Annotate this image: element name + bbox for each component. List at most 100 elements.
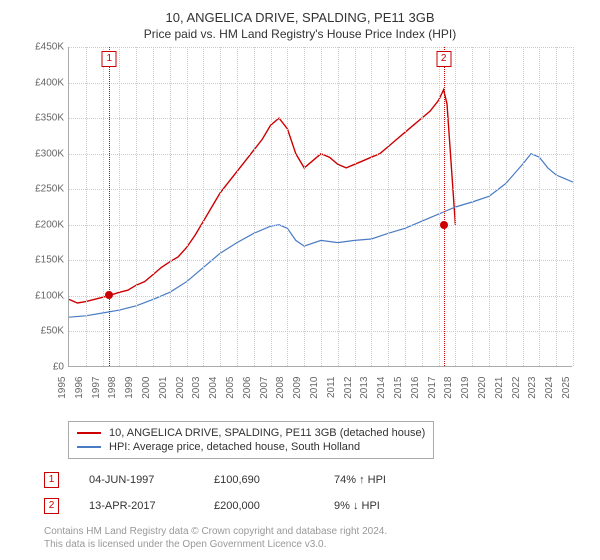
x-tick-label: 1995 bbox=[57, 377, 68, 399]
y-tick-label: £150K bbox=[35, 255, 64, 266]
sale-row-marker: 2 bbox=[44, 498, 59, 514]
x-tick-label: 2016 bbox=[410, 377, 421, 399]
grid-line-v bbox=[573, 47, 574, 366]
x-tick-label: 1997 bbox=[91, 377, 102, 399]
x-tick-label: 1996 bbox=[74, 377, 85, 399]
legend-item: 10, ANGELICA DRIVE, SPALDING, PE11 3GB (… bbox=[77, 426, 425, 440]
x-tick-label: 2005 bbox=[225, 377, 236, 399]
grid-line-v bbox=[556, 47, 557, 366]
grid-line-v bbox=[388, 47, 389, 366]
footer-copyright: Contains HM Land Registry data © Crown c… bbox=[44, 525, 586, 551]
sale-marker-label: 2 bbox=[436, 51, 451, 67]
y-tick-label: £450K bbox=[35, 42, 64, 53]
series-line bbox=[69, 90, 455, 303]
x-tick-label: 2025 bbox=[561, 377, 572, 399]
y-tick-label: £50K bbox=[41, 326, 64, 337]
grid-line-v bbox=[523, 47, 524, 366]
x-tick-label: 2012 bbox=[343, 377, 354, 399]
grid-line-v bbox=[355, 47, 356, 366]
legend-swatch bbox=[77, 446, 101, 448]
grid-line-v bbox=[237, 47, 238, 366]
x-tick-label: 2017 bbox=[427, 377, 438, 399]
grid-line-v bbox=[371, 47, 372, 366]
x-tick-label: 2013 bbox=[359, 377, 370, 399]
y-tick-label: £350K bbox=[35, 113, 64, 124]
y-tick-label: £100K bbox=[35, 290, 64, 301]
sale-row-price: £200,000 bbox=[214, 500, 304, 512]
sale-marker-dot bbox=[105, 291, 113, 299]
grid-line-v bbox=[439, 47, 440, 366]
y-tick-label: £400K bbox=[35, 77, 64, 88]
y-tick-label: £300K bbox=[35, 148, 64, 159]
sale-marker-label: 1 bbox=[102, 51, 117, 67]
x-tick-label: 1998 bbox=[107, 377, 118, 399]
grid-line-v bbox=[187, 47, 188, 366]
legend-item: HPI: Average price, detached house, Sout… bbox=[77, 440, 425, 454]
chart-area: £0 £50K £100K £150K £200K £250K £300K £350K £400… bbox=[22, 47, 572, 387]
grid-line-v bbox=[304, 47, 305, 366]
y-tick-label: £250K bbox=[35, 184, 64, 195]
grid-line-v bbox=[86, 47, 87, 366]
x-tick-label: 2002 bbox=[175, 377, 186, 399]
x-tick-label: 1999 bbox=[124, 377, 135, 399]
sale-highlight-line bbox=[444, 47, 445, 366]
sales-table: 104-JUN-1997£100,69074% ↑ HPI213-APR-201… bbox=[44, 467, 586, 519]
sale-row-delta: 9% ↓ HPI bbox=[334, 500, 424, 512]
grid-line-v bbox=[287, 47, 288, 366]
grid-line-v bbox=[506, 47, 507, 366]
x-tick-label: 2009 bbox=[292, 377, 303, 399]
x-tick-label: 2024 bbox=[544, 377, 555, 399]
grid-line-v bbox=[455, 47, 456, 366]
footer-line1: Contains HM Land Registry data © Crown c… bbox=[44, 525, 586, 538]
grid-line-v bbox=[153, 47, 154, 366]
grid-line-v bbox=[103, 47, 104, 366]
footer-line2: This data is licensed under the Open Gov… bbox=[44, 538, 586, 551]
grid-line-v bbox=[271, 47, 272, 366]
x-tick-label: 2011 bbox=[326, 377, 337, 399]
sale-row-marker: 1 bbox=[44, 472, 59, 488]
sales-row: 104-JUN-1997£100,69074% ↑ HPI bbox=[44, 467, 586, 493]
grid-line-v bbox=[136, 47, 137, 366]
x-axis: 1995199619971998199920002001200220032004… bbox=[68, 367, 572, 407]
x-tick-label: 2019 bbox=[460, 377, 471, 399]
x-tick-label: 2021 bbox=[494, 377, 505, 399]
x-tick-label: 2018 bbox=[443, 377, 454, 399]
x-tick-label: 2006 bbox=[242, 377, 253, 399]
y-tick-label: £200K bbox=[35, 219, 64, 230]
grid-line-v bbox=[119, 47, 120, 366]
y-axis: £0£50K£100K£150K£200K£250K£300K£350K£400… bbox=[22, 47, 68, 367]
x-tick-label: 2015 bbox=[393, 377, 404, 399]
legend: 10, ANGELICA DRIVE, SPALDING, PE11 3GB (… bbox=[68, 421, 434, 459]
plot-area: 12 bbox=[68, 47, 572, 367]
x-tick-label: 2000 bbox=[141, 377, 152, 399]
sale-highlight-line bbox=[109, 47, 110, 366]
grid-line-v bbox=[170, 47, 171, 366]
x-tick-label: 2022 bbox=[511, 377, 522, 399]
sale-row-delta: 74% ↑ HPI bbox=[334, 474, 424, 486]
x-tick-label: 2008 bbox=[275, 377, 286, 399]
sale-row-price: £100,690 bbox=[214, 474, 304, 486]
x-tick-label: 2023 bbox=[527, 377, 538, 399]
legend-label: 10, ANGELICA DRIVE, SPALDING, PE11 3GB (… bbox=[109, 427, 425, 439]
grid-line-v bbox=[405, 47, 406, 366]
x-tick-label: 2001 bbox=[158, 377, 169, 399]
chart-container: 10, ANGELICA DRIVE, SPALDING, PE11 3GB P… bbox=[0, 0, 600, 560]
x-tick-label: 2014 bbox=[376, 377, 387, 399]
sale-row-date: 13-APR-2017 bbox=[89, 500, 184, 512]
title-address: 10, ANGELICA DRIVE, SPALDING, PE11 3GB bbox=[14, 10, 586, 25]
x-tick-label: 2007 bbox=[259, 377, 270, 399]
x-tick-label: 2020 bbox=[477, 377, 488, 399]
grid-line-v bbox=[203, 47, 204, 366]
grid-line-v bbox=[321, 47, 322, 366]
x-tick-label: 2010 bbox=[309, 377, 320, 399]
legend-swatch bbox=[77, 432, 101, 434]
y-tick-label: £0 bbox=[53, 362, 64, 373]
grid-line-v bbox=[539, 47, 540, 366]
sales-row: 2 13-APR-2017 £200,000 9% ↓ HPI bbox=[44, 493, 586, 519]
grid-line-v bbox=[472, 47, 473, 366]
sale-marker-dot bbox=[440, 221, 448, 229]
grid-line-v bbox=[254, 47, 255, 366]
x-tick-label: 2003 bbox=[191, 377, 202, 399]
legend-label: HPI: Average price, detached house, Sout… bbox=[109, 441, 360, 453]
grid-line-v bbox=[489, 47, 490, 366]
